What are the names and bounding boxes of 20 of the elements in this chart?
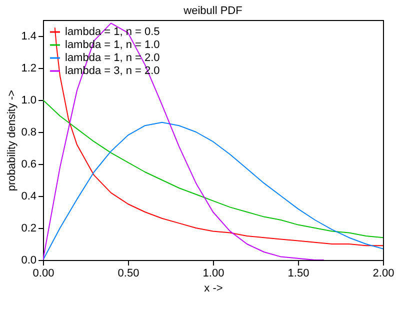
y-tick-label: 0.2 [21, 222, 36, 234]
line-series [54, 28, 383, 246]
y-tick-label: 1.2 [21, 62, 36, 74]
x-tick-label: 1.50 [288, 268, 310, 280]
y-tick-label: 0.4 [21, 190, 36, 202]
x-tick-label: 0.00 [32, 268, 54, 280]
line-series [43, 122, 383, 260]
line-series [43, 22, 324, 260]
y-tick-label: 0.6 [21, 158, 36, 170]
y-tick-label: 1.4 [21, 30, 36, 42]
chart-title: weibull PDF [182, 5, 243, 17]
line-series [43, 100, 383, 238]
x-tick-label: 0.50 [118, 268, 140, 280]
y-tick-label: 0.0 [21, 254, 36, 266]
y-tick-label: 1.0 [21, 94, 36, 106]
x-tick-label: 1.00 [202, 268, 224, 280]
y-axis-title: probability density -> [6, 90, 18, 192]
y-tick-label: 0.8 [21, 126, 36, 138]
x-axis-title: x -> [204, 282, 223, 294]
x-tick-label: 2.00 [372, 268, 394, 280]
